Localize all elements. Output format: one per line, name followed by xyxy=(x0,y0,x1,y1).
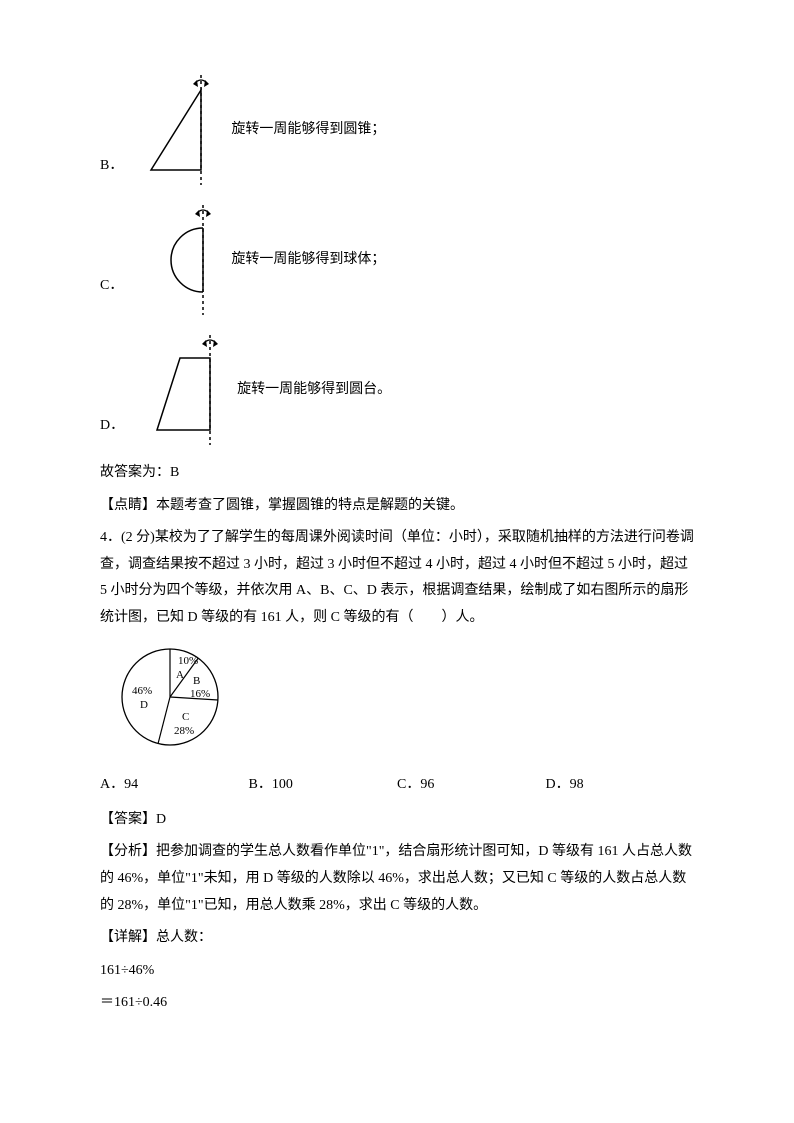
pie-b-name: B xyxy=(193,675,200,687)
option-b-label: B． xyxy=(100,153,123,190)
choice-a: A．94 xyxy=(100,772,249,799)
pie-chart: 10% A B 16% C 28% 46% D xyxy=(100,642,240,752)
choice-d: D．98 xyxy=(546,772,695,799)
option-d-text: 旋转一周能够得到圆台。 xyxy=(237,377,391,404)
triangle-rotation-diagram xyxy=(131,70,221,190)
answer-line: 故答案为：B xyxy=(100,460,694,487)
pie-chart-container: 10% A B 16% C 28% 46% D xyxy=(100,642,694,763)
trapezoid-rotation-diagram xyxy=(132,330,227,450)
option-c-label: C． xyxy=(100,273,123,320)
pie-d-pct: 46% xyxy=(132,685,152,697)
answer-d: 【答案】D xyxy=(100,807,694,834)
option-b-text: 旋转一周能够得到圆锥； xyxy=(231,117,385,144)
option-c-text: 旋转一周能够得到球体； xyxy=(231,247,385,274)
choice-b: B．100 xyxy=(249,772,398,799)
q4-choices: A．94 B．100 C．96 D．98 xyxy=(100,772,694,799)
pie-a-name: A xyxy=(176,669,184,681)
fenxi: 【分析】把参加调查的学生总人数看作单位"1"，结合扇形统计图可知，D 等级有 1… xyxy=(100,839,694,919)
pie-a-pct: 10% xyxy=(178,655,198,667)
pie-b-pct: 16% xyxy=(190,688,210,700)
calc2: ＝161÷0.46 xyxy=(100,990,694,1017)
dianjing-line: 【点睛】本题考查了圆锥，掌握圆锥的特点是解题的关键。 xyxy=(100,493,694,520)
semicircle-rotation-diagram xyxy=(131,200,221,320)
choice-c: C．96 xyxy=(397,772,546,799)
q4-stem: 4．(2 分)某校为了了解学生的每周课外阅读时间（单位：小时），采取随机抽样的方… xyxy=(100,525,694,631)
xiangjie: 【详解】总人数： xyxy=(100,925,694,952)
pie-c-name: C xyxy=(182,711,189,723)
option-d-label: D． xyxy=(100,413,124,450)
option-b-row: B． 旋转一周能够得到圆锥； xyxy=(100,70,694,190)
option-c-row: C． 旋转一周能够得到球体； xyxy=(100,200,694,320)
pie-d-name: D xyxy=(140,699,148,711)
pie-c-pct: 28% xyxy=(174,725,194,737)
calc1: 161÷46% xyxy=(100,958,694,985)
option-d-row: D． 旋转一周能够得到圆台。 xyxy=(100,330,694,450)
